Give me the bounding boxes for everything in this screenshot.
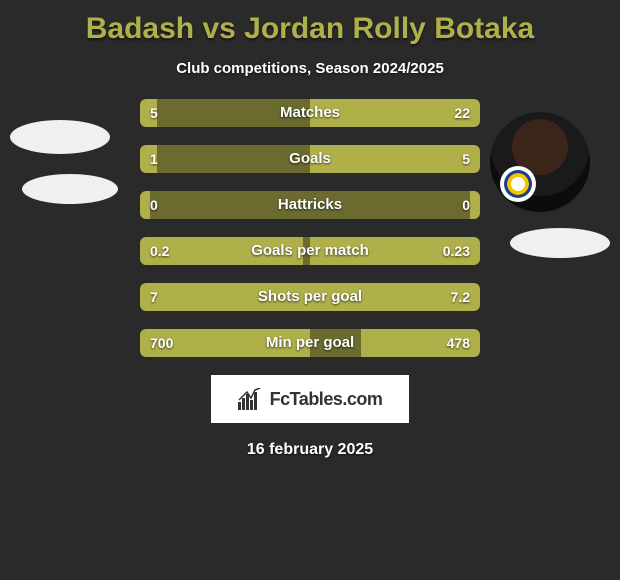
player-left-avatar-placeholder-2 [22, 174, 118, 204]
player-left-avatar-placeholder-1 [10, 120, 110, 154]
player-right-avatar [490, 112, 590, 212]
stat-label: Goals per match [140, 237, 480, 265]
stat-row: 0.20.23Goals per match [140, 237, 480, 265]
page-title: Badash vs Jordan Rolly Botaka [0, 0, 620, 46]
comparison-bars: 522Matches 15Goals 00Hattricks 0.20.23Goals… [140, 99, 480, 357]
stat-label: Shots per goal [140, 283, 480, 311]
stat-row: 77.2Shots per goal [140, 283, 480, 311]
stat-row: 15Goals [140, 145, 480, 173]
stat-label: Min per goal [140, 329, 480, 357]
club-badge-icon [500, 166, 536, 202]
stat-label: Matches [140, 99, 480, 127]
fctables-icon [238, 388, 264, 410]
date: 16 february 2025 [0, 441, 620, 459]
stat-row: 700478Min per goal [140, 329, 480, 357]
stat-row: 522Matches [140, 99, 480, 127]
source-logo: FcTables.com [211, 375, 409, 423]
subtitle: Club competitions, Season 2024/2025 [0, 60, 620, 77]
stat-label: Goals [140, 145, 480, 173]
source-logo-text: FcTables.com [270, 389, 383, 410]
stat-label: Hattricks [140, 191, 480, 219]
player-right-avatar-placeholder-2 [510, 228, 610, 258]
stat-row: 00Hattricks [140, 191, 480, 219]
